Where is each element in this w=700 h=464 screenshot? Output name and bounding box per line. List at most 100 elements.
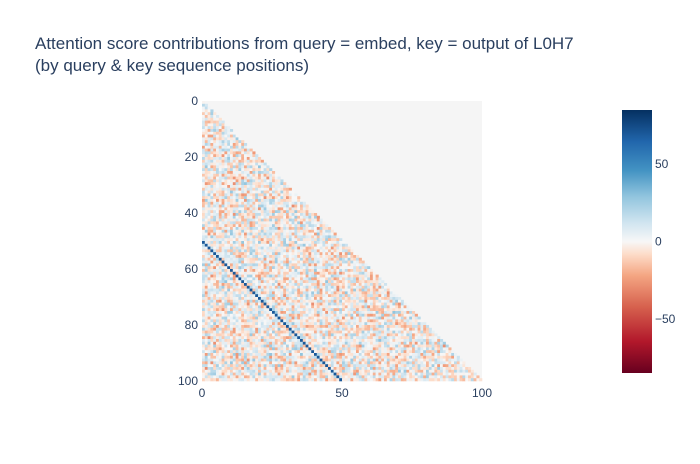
heatmap-cell [291, 204, 295, 208]
heatmap-cell [207, 322, 211, 326]
heatmap-cell [420, 336, 424, 340]
heatmap-cell [395, 361, 399, 365]
heatmap-cell [249, 375, 253, 379]
heatmap-cell [314, 311, 318, 315]
heatmap-cell [344, 302, 348, 306]
heatmap-cell [384, 283, 388, 287]
heatmap-cell [350, 288, 354, 292]
heatmap-cell [302, 207, 306, 211]
heatmap-cell [202, 218, 206, 222]
heatmap-cell [364, 361, 368, 365]
heatmap-cell [336, 285, 340, 289]
heatmap-cell [272, 294, 276, 298]
heatmap-cell [361, 322, 365, 326]
heatmap-cell [216, 333, 220, 337]
heatmap-cell [328, 358, 332, 362]
heatmap-cell [297, 232, 301, 236]
heatmap-cell [221, 257, 225, 261]
heatmap-cell [218, 257, 222, 261]
heatmap-cell [269, 308, 273, 312]
heatmap-cell [308, 302, 312, 306]
heatmap-cell [218, 148, 222, 152]
heatmap-cell [269, 344, 273, 348]
heatmap-cell [344, 353, 348, 357]
heatmap-cell [244, 336, 248, 340]
heatmap-cell [263, 327, 267, 331]
heatmap-cell [244, 246, 248, 250]
heatmap-cell [395, 322, 399, 326]
heatmap-cell [333, 297, 337, 301]
heatmap-cell [204, 179, 208, 183]
heatmap-cell [353, 252, 357, 256]
heatmap-cell [258, 252, 262, 256]
heatmap-cell [235, 221, 239, 225]
heatmap-cell [232, 367, 236, 371]
heatmap-cell [227, 151, 231, 155]
heatmap-cell [358, 372, 362, 376]
heatmap-cell [246, 288, 250, 292]
heatmap-cell [339, 344, 343, 348]
heatmap-cell [437, 347, 441, 351]
heatmap-cell [386, 313, 390, 317]
heatmap-cell [235, 311, 239, 315]
heatmap-cell [325, 305, 329, 309]
heatmap-cell [294, 372, 298, 376]
heatmap-cell [398, 305, 402, 309]
heatmap-cell [342, 288, 346, 292]
heatmap-cell [426, 339, 430, 343]
heatmap-cell [288, 232, 292, 236]
heatmap-cell [353, 266, 357, 270]
heatmap-cell [288, 288, 292, 292]
heatmap-cell [400, 302, 404, 306]
heatmap-cell [358, 333, 362, 337]
heatmap-cell [316, 313, 320, 317]
heatmap-cell [280, 207, 284, 211]
heatmap-cell [221, 204, 225, 208]
heatmap-cell [288, 355, 292, 359]
heatmap-cell [288, 361, 292, 365]
heatmap-cell [395, 319, 399, 323]
heatmap-cell [459, 367, 463, 371]
heatmap-cell [286, 325, 290, 329]
heatmap-cell [302, 263, 306, 267]
heatmap-cell [339, 238, 343, 242]
heatmap-cell [202, 207, 206, 211]
heatmap-cell [406, 339, 410, 343]
heatmap-cell [210, 333, 214, 337]
heatmap-cell [392, 330, 396, 334]
heatmap-cell [403, 372, 407, 376]
heatmap-cell [252, 322, 256, 326]
heatmap-cell [218, 207, 222, 211]
heatmap-cell [277, 218, 281, 222]
heatmap-cell [330, 271, 334, 275]
heatmap-cell [238, 235, 242, 239]
heatmap-cell [224, 131, 228, 135]
heatmap-cell [356, 372, 360, 376]
heatmap-cell [283, 327, 287, 331]
heatmap-cell [322, 322, 326, 326]
heatmap-cell [344, 311, 348, 315]
heatmap-cell [210, 327, 214, 331]
heatmap-cell [314, 347, 318, 351]
heatmap-cell [218, 353, 222, 357]
heatmap-cell [336, 302, 340, 306]
heatmap-cell [325, 308, 329, 312]
heatmap-cell [339, 316, 343, 320]
heatmap-cell [216, 201, 220, 205]
heatmap-cell [311, 232, 315, 236]
heatmap-cell [274, 187, 278, 191]
heatmap-cells [202, 101, 483, 382]
heatmap-cell [403, 339, 407, 343]
heatmap-cell [274, 221, 278, 225]
heatmap-cell [216, 221, 220, 225]
heatmap-cell [235, 361, 239, 365]
heatmap-cell [297, 311, 301, 315]
heatmap-cell [260, 210, 264, 214]
heatmap-cell [406, 364, 410, 368]
heatmap-cell [339, 283, 343, 287]
heatmap-cell [274, 367, 278, 371]
heatmap-cell [204, 109, 208, 113]
heatmap-cell [294, 375, 298, 379]
heatmap-cell [356, 297, 360, 301]
heatmap-cell [417, 347, 421, 351]
